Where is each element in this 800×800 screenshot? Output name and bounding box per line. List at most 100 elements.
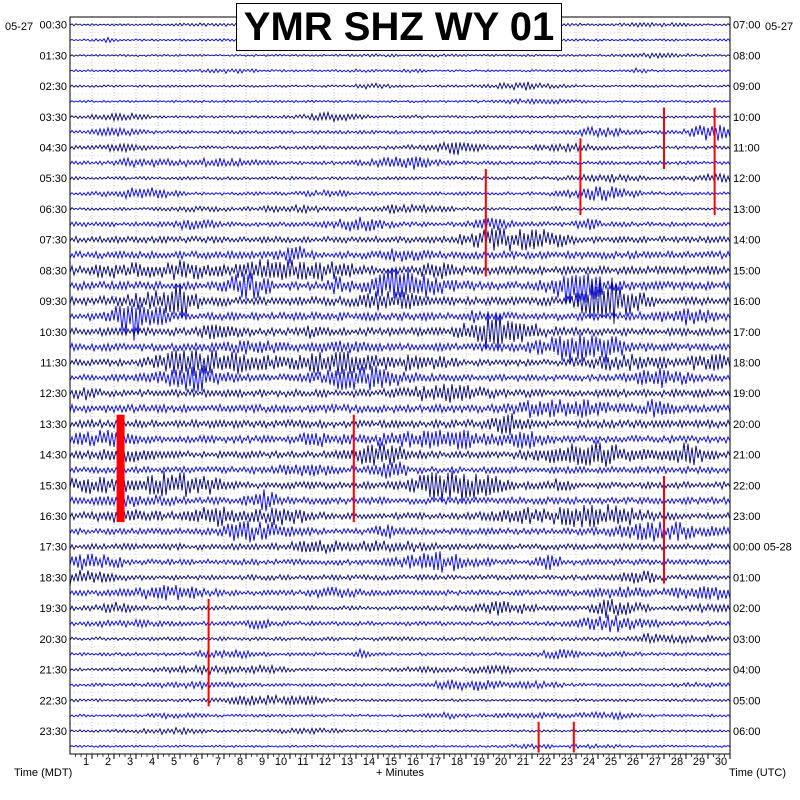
x-axis-label: + Minutes xyxy=(376,767,424,779)
trace-line xyxy=(69,663,731,676)
x-tick-label: 29 xyxy=(693,756,705,768)
x-tick-label: 4 xyxy=(149,756,155,768)
trace-line xyxy=(69,333,731,363)
trace-line xyxy=(69,599,731,619)
event-marker xyxy=(713,107,716,216)
trace-line xyxy=(69,365,731,392)
x-tick-label: 30 xyxy=(715,756,727,768)
x-tick-label: 17 xyxy=(429,756,441,768)
trace-line xyxy=(69,632,731,645)
left-tick-label: 11:30 xyxy=(40,357,67,369)
left-tick-label: 21:30 xyxy=(39,665,67,677)
left-tick-label: 05:30 xyxy=(39,173,67,185)
trace-line xyxy=(69,67,731,75)
left-tick-label: 16:30 xyxy=(39,511,67,523)
left-tick-label: 12:30 xyxy=(39,388,67,400)
x-tick-label: 7 xyxy=(215,756,221,768)
trace-line xyxy=(69,140,731,155)
left-tick-label: 09:30 xyxy=(39,296,67,308)
trace-line xyxy=(69,216,731,232)
event-marker xyxy=(207,598,210,707)
right-tick-label: 11:00 xyxy=(733,143,760,155)
seismic-traces xyxy=(69,20,731,750)
left-tick-label: 02:30 xyxy=(39,81,67,93)
x-tick-label: 6 xyxy=(193,756,199,768)
right-tick-label: 12:00 xyxy=(733,173,761,185)
x-tick-label: 12 xyxy=(319,756,331,768)
left-tick-label: 20:30 xyxy=(39,634,67,646)
event-marker xyxy=(116,414,125,523)
trace-line xyxy=(69,277,731,324)
trace-line xyxy=(69,156,731,170)
trace-line xyxy=(69,520,731,543)
left-axis-label: Time (MDT) xyxy=(14,767,73,779)
trace-line xyxy=(69,124,731,141)
x-tick-label: 19 xyxy=(473,756,485,768)
left-tick-label: 03:30 xyxy=(39,112,67,124)
trace-line xyxy=(69,245,731,264)
x-tick-label: 2 xyxy=(105,756,111,768)
left-tick-label: 08:30 xyxy=(39,265,67,277)
trace-line xyxy=(69,383,731,403)
event-marker xyxy=(663,476,665,584)
trace-line xyxy=(69,470,731,502)
trace-line xyxy=(69,678,731,692)
trace-line xyxy=(69,570,731,586)
left-tick-label: 10:30 xyxy=(39,327,67,339)
right-tick-label: 23:00 xyxy=(733,511,761,523)
trace-line xyxy=(69,97,731,106)
trace-line xyxy=(69,172,731,184)
event-marker xyxy=(484,169,487,277)
x-tick-label: 22 xyxy=(539,756,551,768)
trace-line xyxy=(69,203,731,215)
right-axis-label: Time (UTC) xyxy=(729,767,787,779)
trace-line xyxy=(69,726,731,736)
x-tick-label: 9 xyxy=(259,756,265,768)
left-tick-label: 22:30 xyxy=(39,695,67,707)
right-tick-label: 16:00 xyxy=(733,296,761,308)
right-tick-label: 04:00 xyxy=(733,665,761,677)
x-tick-label: 14 xyxy=(363,756,375,768)
x-tick-label: 13 xyxy=(341,756,353,768)
right-tick-label: 22:00 xyxy=(733,480,761,492)
trace-line xyxy=(69,539,731,554)
trace-line xyxy=(69,259,731,282)
trace-line xyxy=(69,693,731,707)
right-tick-label: 09:00 xyxy=(733,81,761,93)
x-tick-label: 21 xyxy=(517,756,529,768)
right-tick-label: 02:00 xyxy=(733,603,761,615)
trace-line xyxy=(69,429,731,450)
right-tick-label: 07:00 xyxy=(733,20,761,32)
left-tick-label: 15:30 xyxy=(39,480,67,492)
x-tick-label: 26 xyxy=(627,756,639,768)
right-tick-label: 21:00 xyxy=(733,450,761,462)
right-tick-label: 13:00 xyxy=(733,204,761,216)
trace-line xyxy=(69,710,731,722)
event-marker xyxy=(572,721,575,753)
event-markers xyxy=(116,107,716,753)
trace-line xyxy=(69,52,731,60)
left-tick-label: 00:30 xyxy=(39,20,67,32)
x-tick-label: 20 xyxy=(495,756,507,768)
right-tick-label: 19:00 xyxy=(733,388,761,400)
x-tick-label: 24 xyxy=(583,756,595,768)
x-tick-label: 18 xyxy=(451,756,463,768)
x-tick-label: 23 xyxy=(561,756,573,768)
trace-line xyxy=(69,398,731,419)
left-tick-label: 23:30 xyxy=(39,726,67,738)
left-tick-label: 07:30 xyxy=(39,235,67,247)
x-tick-label: 8 xyxy=(237,756,243,768)
left-date-label: 05-27 xyxy=(5,21,34,33)
trace-line xyxy=(69,551,731,573)
event-marker xyxy=(663,107,665,170)
left-tick-label: 14:30 xyxy=(39,450,67,462)
x-tick-label: 15 xyxy=(385,756,397,768)
x-tick-label: 5 xyxy=(171,756,177,768)
right-tick-label: 05:00 xyxy=(733,695,761,707)
right-tick-label: 10:00 xyxy=(733,112,761,124)
left-tick-label: 17:30 xyxy=(39,542,67,554)
x-tick-label: 25 xyxy=(605,756,617,768)
x-tick-label: 1 xyxy=(83,756,89,768)
trace-line xyxy=(69,585,731,601)
trace-line xyxy=(69,314,731,350)
